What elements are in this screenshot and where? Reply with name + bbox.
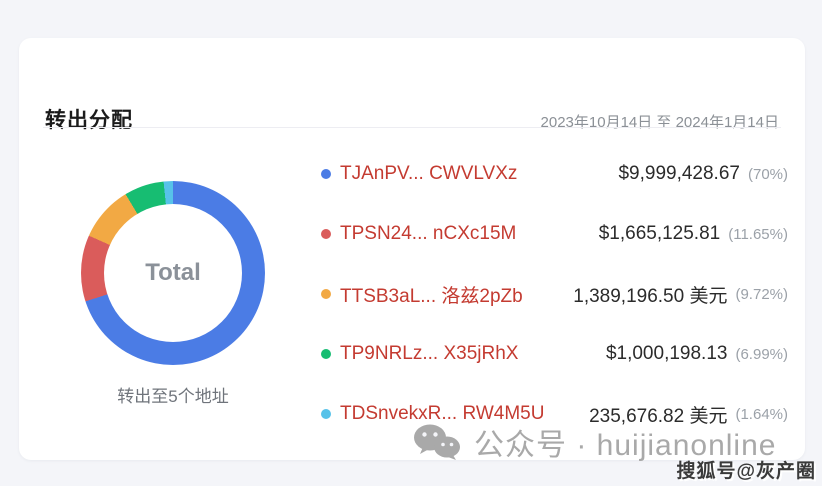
donut-chart: Total [81, 181, 265, 365]
chart-caption: 转出至5个地址 [117, 387, 229, 406]
legend-dot-icon [321, 409, 331, 419]
address-link[interactable]: TPSN24... nCXc15M [340, 223, 517, 244]
percent-value: (1.64%) [735, 405, 788, 423]
amount-value: $9,999,428.67 [618, 163, 740, 184]
donut-center-label: Total [145, 259, 201, 286]
header-divider [43, 127, 781, 128]
legend-row: TPSN24... nCXc15M $1,665,125.81 (11.65%) [321, 222, 788, 246]
legend-row: TTSB3aL... 洛兹2pZb 1,389,196.50 美元 (9.72%… [321, 282, 788, 307]
percent-value: (9.72%) [735, 285, 788, 303]
amount-value: $1,665,125.81 [598, 223, 721, 244]
address-link[interactable]: TP9NRLz... X35jRhX [340, 343, 519, 364]
legend-row: TJAnPV... CWVLVXz $9,999,428.67 (70%) [321, 162, 788, 186]
percent-value: (70%) [747, 165, 788, 183]
percent-value: (6.99%) [735, 345, 788, 363]
transfer-distribution-card: 转出分配 2023年10月14日 至 2024年1月14日 Total 转出至5… [19, 38, 805, 460]
address-link[interactable]: TTSB3aL... 洛兹2pZb [340, 285, 523, 307]
address-link[interactable]: TJAnPV... CWVLVXz [340, 163, 518, 184]
amount-value: 1,389,196.50 美元 [573, 285, 728, 307]
amount-value: $1,000,198.13 [605, 343, 728, 364]
legend-dot-icon [321, 289, 331, 299]
legend-dot-icon [321, 349, 331, 359]
legend-row: TDSnvekxR... RW4M5U 235,676.82 美元 (1.64%… [321, 402, 788, 427]
legend-dot-icon [321, 169, 331, 179]
date-range: 2023年10月14日 至 2024年1月14日 [540, 114, 779, 131]
address-link[interactable]: TDSnvekxR... RW4M5U [340, 403, 545, 424]
legend-dot-icon [321, 229, 331, 239]
percent-value: (11.65%) [728, 225, 788, 243]
page-title: 转出分配 [45, 109, 133, 132]
amount-value: 235,676.82 美元 [589, 405, 728, 427]
donut-hole: Total [104, 204, 242, 342]
legend-row: TP9NRLz... X35jRhX $1,000,198.13 (6.99%) [321, 342, 788, 366]
legend-list: TJAnPV... CWVLVXz $9,999,428.67 (70%) TP… [321, 162, 788, 462]
